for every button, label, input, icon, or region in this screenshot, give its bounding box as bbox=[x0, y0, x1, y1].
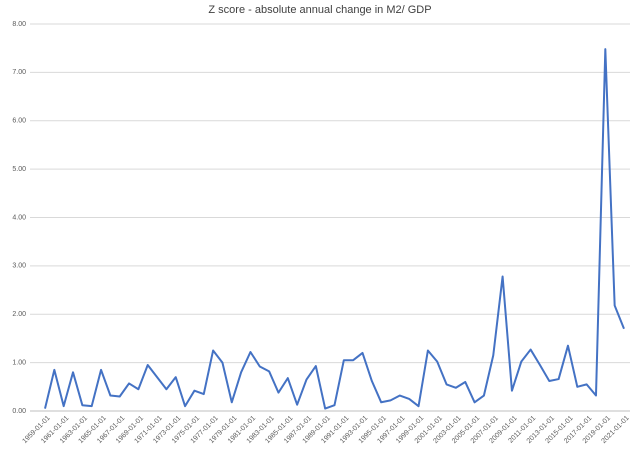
y-tick-label: 0.00 bbox=[12, 408, 26, 415]
y-tick-label: 7.00 bbox=[12, 69, 26, 76]
y-tick-label: 6.00 bbox=[12, 118, 26, 125]
chart-title: Z score - absolute annual change in M2/ … bbox=[208, 4, 431, 16]
y-tick-label: 2.00 bbox=[12, 311, 26, 318]
y-tick-label: 3.00 bbox=[12, 263, 26, 270]
y-tick-label: 1.00 bbox=[12, 359, 26, 366]
y-tick-label: 8.00 bbox=[12, 21, 26, 28]
y-tick-label: 5.00 bbox=[12, 166, 26, 173]
y-tick-label: 4.00 bbox=[12, 214, 26, 221]
line bbox=[44, 48, 625, 410]
